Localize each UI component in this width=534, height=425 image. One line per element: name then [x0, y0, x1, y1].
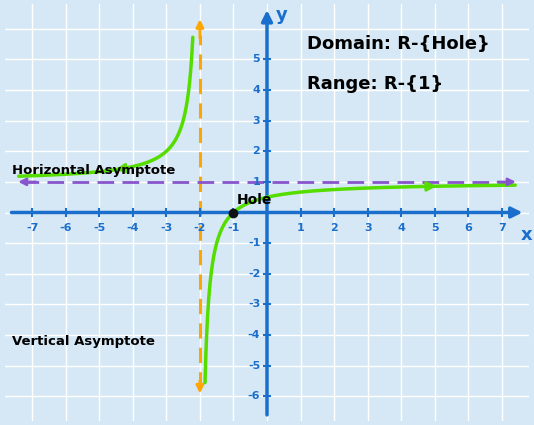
- Text: 3: 3: [253, 116, 260, 126]
- Text: Range: R-{1}: Range: R-{1}: [307, 75, 444, 93]
- Text: 6: 6: [465, 223, 472, 233]
- Text: 1: 1: [253, 177, 260, 187]
- Text: 3: 3: [364, 223, 372, 233]
- Text: 5: 5: [431, 223, 438, 233]
- Text: 7: 7: [498, 223, 506, 233]
- Text: Domain: R-{Hole}: Domain: R-{Hole}: [307, 35, 490, 53]
- Text: -6: -6: [59, 223, 72, 233]
- Text: 4: 4: [253, 85, 260, 95]
- Text: -4: -4: [127, 223, 139, 233]
- Text: y: y: [276, 6, 287, 24]
- Text: 5: 5: [253, 54, 260, 64]
- Text: Hole: Hole: [237, 193, 272, 207]
- Text: -3: -3: [160, 223, 172, 233]
- Text: -7: -7: [26, 223, 38, 233]
- Text: -1: -1: [248, 238, 260, 248]
- Text: -6: -6: [248, 391, 260, 401]
- Text: 4: 4: [397, 223, 405, 233]
- Text: Horizontal Asymptote: Horizontal Asymptote: [12, 164, 175, 177]
- Text: -4: -4: [248, 330, 260, 340]
- Text: -3: -3: [248, 299, 260, 309]
- Text: 2: 2: [253, 146, 260, 156]
- Text: -2: -2: [194, 223, 206, 233]
- Text: -5: -5: [248, 361, 260, 371]
- Text: -1: -1: [227, 223, 240, 233]
- Text: 2: 2: [330, 223, 338, 233]
- Text: x: x: [521, 226, 533, 244]
- Text: -2: -2: [248, 269, 260, 279]
- Text: Vertical Asymptote: Vertical Asymptote: [12, 334, 155, 348]
- Text: -5: -5: [93, 223, 105, 233]
- Text: 1: 1: [297, 223, 304, 233]
